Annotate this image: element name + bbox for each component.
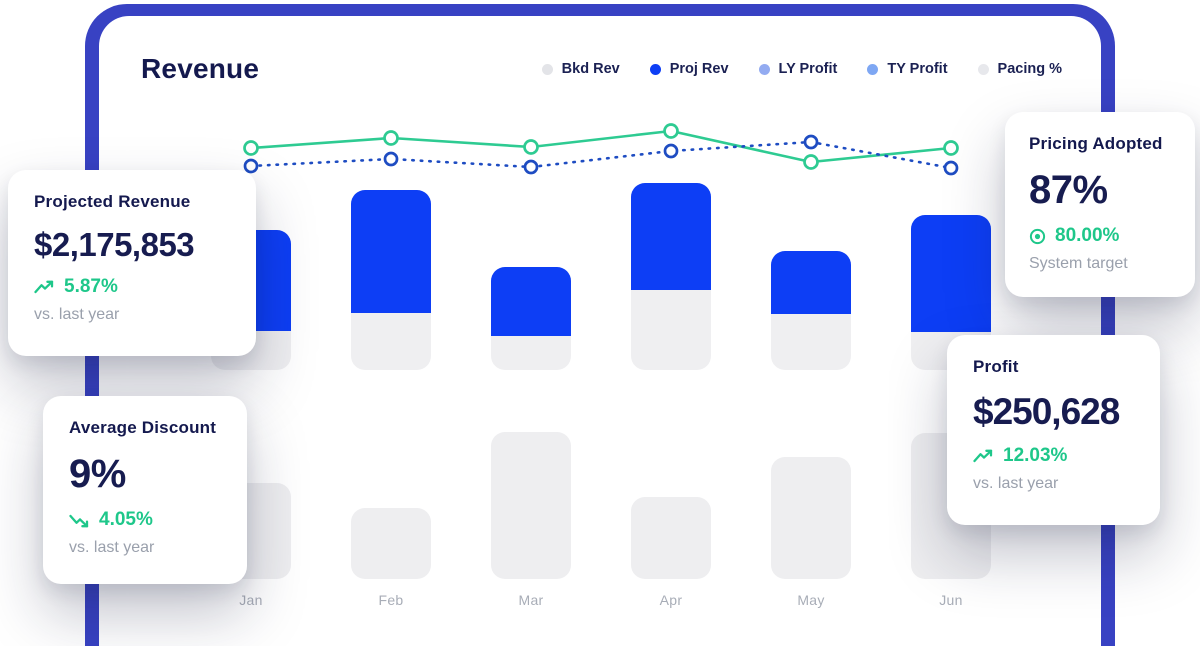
kpi-value: 9% — [69, 452, 126, 496]
kpi-delta-value: 80.00% — [1055, 225, 1120, 246]
month-label-may: May — [797, 592, 825, 608]
pricing-adopted-card: Pricing Adopted 87% 80.00% System target — [1005, 112, 1195, 297]
kpi-caption: vs. last year — [34, 306, 120, 323]
bar-proj-rev-feb — [351, 190, 431, 313]
legend-item-bkd-rev[interactable]: Bkd Rev — [541, 61, 620, 77]
kpi-title: Average Discount — [69, 418, 217, 437]
month-label-apr: Apr — [659, 592, 683, 608]
bar-proj-rev-jun — [911, 215, 991, 332]
legend-dot-icon — [758, 63, 770, 75]
kpi-title: Profit — [973, 357, 1019, 376]
kpi-value: $2,175,853 — [34, 226, 195, 263]
legend-label: LY Profit — [778, 61, 838, 77]
legend-dot-icon — [977, 63, 989, 75]
month-label-feb: Feb — [378, 592, 404, 608]
bar-revenue-apr[interactable] — [631, 183, 711, 370]
legend-item-ty-profit[interactable]: TY Profit — [867, 61, 948, 77]
legend-label: Bkd Rev — [561, 61, 620, 77]
page-title: Revenue — [141, 53, 260, 84]
chart-legend: Bkd Rev Proj Rev LY Profit TY Profit Pacing … — [541, 61, 1062, 77]
kpi-delta: 12.03% — [973, 445, 1134, 467]
legend-item-proj-rev[interactable]: Proj Rev — [649, 61, 729, 77]
bar-profit-mar[interactable] — [491, 432, 571, 579]
month-label-jun: Jun — [939, 592, 963, 608]
legend-label: TY Profit — [887, 61, 948, 77]
kpi-value: 87% — [1029, 168, 1108, 212]
bar-profit-may[interactable] — [771, 457, 851, 579]
kpi-title: Projected Revenue — [34, 192, 191, 211]
bar-revenue-mar[interactable] — [491, 267, 571, 370]
legend-dot-icon — [867, 63, 879, 75]
bar-revenue-may[interactable] — [771, 251, 851, 370]
bar-bkd-rev-may — [771, 314, 851, 370]
kpi-delta-value: 5.87% — [64, 276, 118, 297]
kpi-delta: 80.00% — [1029, 225, 1171, 247]
legend-item-pacing[interactable]: Pacing % — [977, 61, 1062, 77]
trend-up-icon — [973, 449, 994, 464]
kpi-delta: 5.87% — [34, 276, 230, 298]
legend-dot-icon — [541, 63, 553, 75]
average-discount-card: Average Discount 9% 4.05% vs. last year — [43, 396, 247, 584]
bar-profit-feb[interactable] — [351, 508, 431, 579]
bar-bkd-rev-apr — [631, 290, 711, 370]
kpi-delta-value: 12.03% — [1003, 445, 1068, 466]
legend-label: Pacing % — [997, 61, 1062, 77]
profit-card: Profit $250,628 12.03% vs. last year — [947, 335, 1160, 525]
bar-proj-rev-apr — [631, 183, 711, 290]
month-label-mar: Mar — [518, 592, 544, 608]
bar-proj-rev-may — [771, 251, 851, 314]
kpi-delta-value: 4.05% — [99, 509, 153, 530]
kpi-caption: vs. last year — [69, 539, 155, 556]
trend-up-icon — [34, 280, 55, 295]
bar-bkd-rev-feb — [351, 313, 431, 370]
kpi-delta: 4.05% — [69, 509, 221, 531]
legend-label: Proj Rev — [669, 61, 729, 77]
target-icon — [1029, 228, 1046, 245]
kpi-caption: System target — [1029, 255, 1128, 272]
bar-profit-apr[interactable] — [631, 497, 711, 579]
month-label-jan: Jan — [239, 592, 263, 608]
kpi-value: $250,628 — [973, 391, 1120, 432]
legend-item-ly-profit[interactable]: LY Profit — [758, 61, 838, 77]
bar-bkd-rev-mar — [491, 336, 571, 370]
bar-proj-rev-mar — [491, 267, 571, 336]
kpi-caption: vs. last year — [973, 475, 1059, 492]
projected-revenue-card: Projected Revenue $2,175,853 5.87% vs. l… — [8, 170, 256, 356]
legend-dot-icon — [649, 63, 661, 75]
trend-down-icon — [69, 513, 90, 528]
kpi-title: Pricing Adopted — [1029, 134, 1163, 153]
bar-revenue-feb[interactable] — [351, 190, 431, 370]
